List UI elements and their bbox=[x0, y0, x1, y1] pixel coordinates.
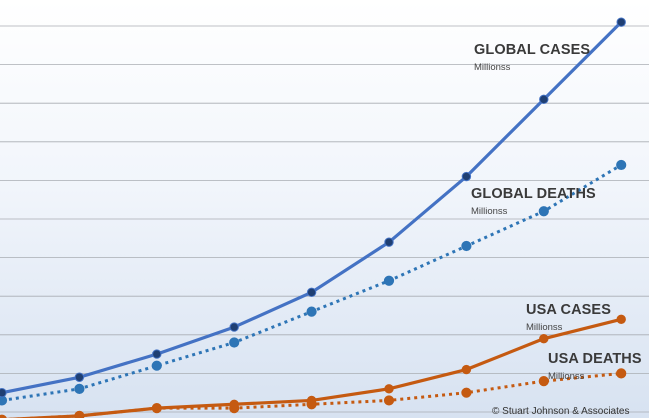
data-point-usa-cases-9 bbox=[616, 314, 626, 325]
series-label-global-deaths: GLOBAL DEATHS bbox=[471, 186, 596, 202]
series-label-global-cases: GLOBAL CASES bbox=[474, 42, 591, 58]
data-point-global-cases-3 bbox=[152, 349, 162, 359]
data-point-global-cases-8 bbox=[539, 94, 549, 105]
data-point-usa-cases-5 bbox=[306, 395, 317, 406]
data-point-usa-deaths-8 bbox=[538, 376, 549, 387]
gridlines bbox=[0, 25, 649, 413]
series-unit-global-cases: Millionss bbox=[474, 62, 511, 73]
data-point-global-deaths-5 bbox=[306, 306, 317, 317]
data-point-global-cases-4 bbox=[229, 322, 239, 332]
series-line-global-cases bbox=[0, 20, 623, 395]
series-label-usa-deaths: USA DEATHS bbox=[548, 351, 642, 367]
data-point-global-deaths-9 bbox=[616, 159, 627, 171]
data-point-global-cases-2 bbox=[74, 372, 85, 382]
data-point-global-cases-1 bbox=[0, 388, 7, 398]
data-point-global-deaths-4 bbox=[229, 337, 240, 348]
data-point-global-deaths-8 bbox=[538, 206, 549, 217]
data-point-usa-cases-3 bbox=[152, 403, 162, 413]
data-point-global-deaths-6 bbox=[383, 275, 395, 286]
data-point-usa-deaths-6 bbox=[383, 395, 395, 406]
series-unit-global-deaths: Millionss bbox=[471, 206, 508, 217]
data-point-global-deaths-7 bbox=[461, 240, 472, 252]
data-point-usa-cases-4 bbox=[229, 399, 239, 409]
data-point-usa-deaths-9 bbox=[616, 368, 627, 379]
series-unit-usa-cases: Millionss bbox=[526, 322, 563, 333]
series-lines bbox=[0, 20, 623, 418]
data-point-global-cases-7 bbox=[461, 171, 472, 182]
series-unit-usa-deaths: Millionss bbox=[548, 371, 585, 382]
data-point-global-deaths-2 bbox=[74, 383, 85, 394]
data-point-usa-deaths-7 bbox=[461, 387, 472, 398]
series-label-usa-cases: USA CASES bbox=[526, 302, 611, 318]
data-point-global-cases-6 bbox=[384, 237, 394, 247]
data-point-usa-cases-8 bbox=[539, 333, 549, 344]
data-point-usa-cases-2 bbox=[74, 411, 85, 418]
data-point-global-deaths-3 bbox=[151, 360, 162, 371]
data-point-usa-cases-1 bbox=[0, 415, 7, 418]
data-point-usa-cases-6 bbox=[384, 384, 394, 394]
data-point-usa-cases-7 bbox=[461, 364, 472, 375]
credit-text: © Stuart Johnson & Associates bbox=[492, 406, 630, 417]
data-point-global-cases-9 bbox=[616, 17, 626, 27]
series-markers bbox=[0, 17, 627, 418]
data-point-global-cases-5 bbox=[306, 287, 317, 298]
